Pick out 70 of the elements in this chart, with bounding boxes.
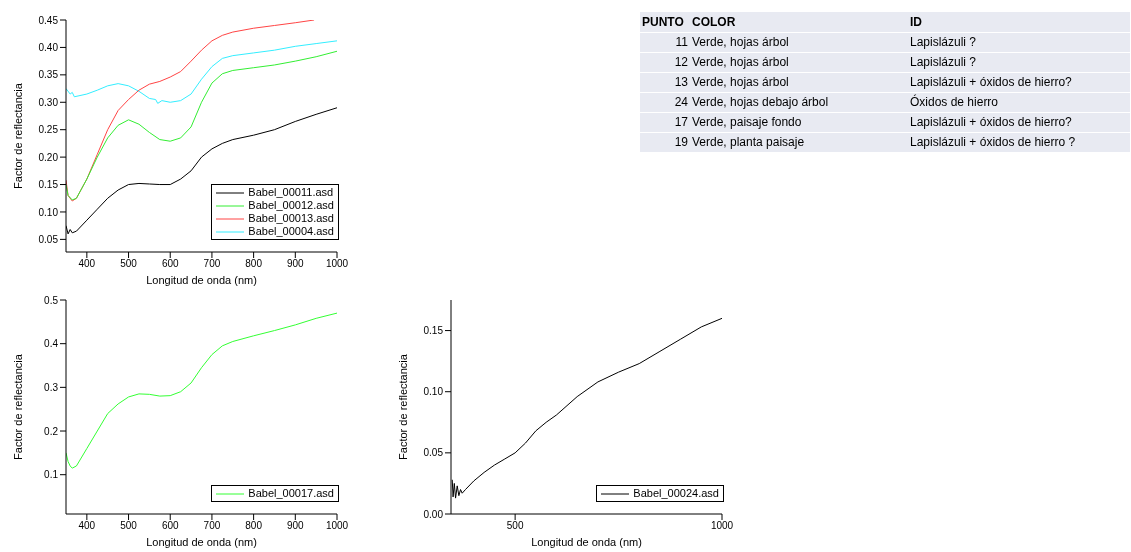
x-tick-label: 800 xyxy=(245,258,263,270)
y-tick-label: 0.05 xyxy=(38,233,59,245)
x-tick-label: 800 xyxy=(245,520,263,532)
line-series xyxy=(66,50,337,201)
x-tick-label: 900 xyxy=(286,520,305,532)
text: PUNTO xyxy=(641,13,685,31)
legend-label: Babel_00004.asd xyxy=(248,225,334,238)
x-tick-label: 600 xyxy=(161,258,180,270)
x-tick-label: 600 xyxy=(161,520,180,532)
x-tick-label: 1000 xyxy=(325,258,349,270)
text: 12 xyxy=(673,54,689,71)
y-tick-label: 0.5 xyxy=(44,294,59,306)
x-axis-title: Longitud de onda (nm) xyxy=(146,274,257,286)
text: Lapislázuli ? xyxy=(909,54,978,71)
y-tick-label: 0.25 xyxy=(38,124,59,136)
x-tick-label: 700 xyxy=(203,520,221,532)
text: 19 xyxy=(673,134,689,151)
y-tick-label: 0.30 xyxy=(38,96,59,108)
x-axis-title: Longitud de onda (nm) xyxy=(531,536,642,548)
text: Lapislázuli + óxidos de hierro ? xyxy=(909,134,1077,151)
text: 11 xyxy=(674,34,689,51)
x-tick-label: 400 xyxy=(78,520,96,532)
text: COLOR xyxy=(691,13,737,31)
line-series xyxy=(66,40,337,104)
x-axis-title: Longitud de onda (nm) xyxy=(146,536,257,548)
y-tick-label: 0.15 xyxy=(423,325,444,337)
y-axis-title: Factor de reflectancia xyxy=(11,353,24,460)
text: Óxidos de hierro xyxy=(909,93,1000,111)
y-tick-label: 0.10 xyxy=(38,206,59,218)
text: Verde, paisaje fondo xyxy=(691,114,803,131)
x-tick-label: 900 xyxy=(286,258,305,270)
line-series xyxy=(66,312,337,469)
text: Verde, hojas árbol xyxy=(691,34,790,51)
text: Verde, hojas debajo árbol xyxy=(691,94,830,111)
text: Lapislázuli ? xyxy=(909,34,978,51)
y-tick-label: 0.10 xyxy=(423,386,444,398)
x-tick-label: 400 xyxy=(78,258,96,270)
text: ID xyxy=(909,13,923,31)
x-tick-label: 1000 xyxy=(710,520,734,532)
legend-label: Babel_00017.asd xyxy=(248,487,334,500)
text: Verde, hojas árbol xyxy=(691,54,790,71)
text: 24 xyxy=(673,94,689,111)
text: Verde, planta paisaje xyxy=(691,134,806,151)
x-tick-label: 500 xyxy=(506,520,524,532)
y-tick-label: 0.1 xyxy=(44,469,59,481)
y-tick-label: 0.20 xyxy=(38,151,59,163)
x-tick-label: 1000 xyxy=(325,520,349,532)
x-tick-label: 500 xyxy=(120,520,138,532)
x-tick-label: 700 xyxy=(203,258,221,270)
y-tick-label: 0.40 xyxy=(38,41,59,53)
x-tick-label: 500 xyxy=(120,258,138,270)
y-tick-label: 0.3 xyxy=(44,381,59,393)
text: 13 xyxy=(673,74,689,91)
legend-label: Babel_00024.asd xyxy=(633,487,719,500)
y-tick-label: 0.05 xyxy=(423,447,444,459)
text: 17 xyxy=(673,114,689,131)
text: Verde, hojas árbol xyxy=(691,74,790,91)
y-tick-label: 0.4 xyxy=(44,338,59,350)
y-tick-label: 0.35 xyxy=(38,69,59,81)
y-axis-title: Factor de reflectancia xyxy=(396,353,409,460)
y-tick-label: 0.2 xyxy=(44,425,59,437)
text: Lapislázuli + óxidos de hierro? xyxy=(909,114,1073,131)
y-axis-title: Factor de reflectancia xyxy=(11,82,24,189)
legend-label: Babel_00012.asd xyxy=(248,199,334,212)
legend-label: Babel_00013.asd xyxy=(248,212,334,225)
y-tick-label: 0.00 xyxy=(423,508,444,520)
y-tick-label: 0.15 xyxy=(38,179,59,191)
y-tick-label: 0.45 xyxy=(38,14,59,26)
legend-label: Babel_00011.asd xyxy=(248,186,334,199)
text: Lapislázuli + óxidos de hierro? xyxy=(909,74,1073,91)
